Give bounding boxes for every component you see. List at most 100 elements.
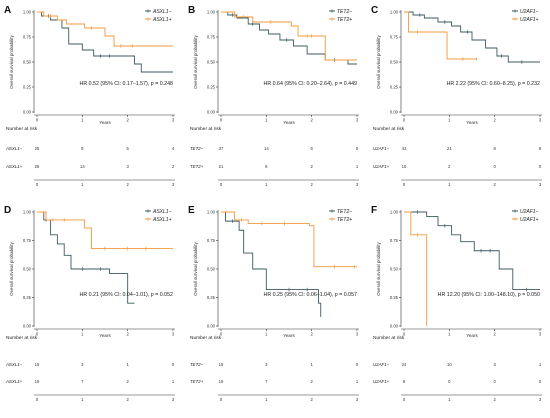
risk-x-tick-d: 3 [172,397,175,402]
x-tick-label-e: 1 [265,332,268,337]
risk-count-e-0: 15 [219,362,224,367]
x-tick-label-c: 1 [448,118,451,123]
legend-label-f-1: U2AF1+ [520,217,539,223]
risk-x-tick-e: 3 [356,397,359,402]
y-tick-label-d: 0.00 [23,324,32,329]
risk-table-title-f: Number at risk [373,335,405,341]
x-tick-label-c: 2 [493,118,496,123]
risk-row-label-a-0: ASXL1− [5,146,23,151]
x-tick-label-c: 0 [403,118,406,123]
risk-row-label-c-1: U2AF1+ [373,164,390,169]
risk-count-d-1: 7 [81,379,84,384]
risk-count-e-0: 3 [265,362,268,367]
x-tick-label-f: 0 [403,332,406,337]
x-tick-label-a: 2 [126,118,129,123]
hazard-ratio-text-f: HR 12.20 (95% CI: 1.00–148.10), p = 0.05… [438,292,540,298]
km-curve-d-1 [37,211,173,249]
x-tick-label-d: 3 [172,332,175,337]
x-tick-label-b: 3 [356,118,359,123]
x-tick-label-e: 3 [356,332,359,337]
x-tick-label-a: 0 [36,118,39,123]
x-axis-label-a: Years [99,120,111,125]
y-tick-label-f: 1.00 [390,210,399,215]
risk-x-tick-e: 1 [265,397,268,402]
risk-x-tick-b: 1 [265,182,268,187]
risk-x-tick-c: 0 [403,182,406,187]
legend-label-e-0: TET2− [337,209,352,215]
risk-count-a-0: 5 [126,146,129,151]
risk-table-title-b: Number at risk [190,126,222,132]
risk-x-tick-d: 1 [81,397,84,402]
y-tick-label-a: 0.50 [23,60,32,65]
risk-table-title-e: Number at risk [190,335,222,341]
risk-count-e-1: 1 [356,379,359,384]
panel-letter-e: E [188,205,195,216]
risk-count-f-0: 3 [493,362,496,367]
y-axis-label-c: Overall survival probability [376,34,381,88]
risk-count-c-1: 2 [448,164,451,169]
risk-x-tick-c: 1 [448,182,451,187]
km-curve-b-1 [221,11,357,61]
risk-row-label-e-1: TET2+ [190,379,204,384]
risk-count-f-0: 1 [539,362,542,367]
risk-x-tick-f: 1 [448,397,451,402]
risk-table-title-a: Number at risk [6,126,38,132]
y-tick-label-c: 0.25 [390,85,399,90]
y-tick-label-a: 1.00 [23,10,32,15]
risk-x-tick-c: 3 [539,182,542,187]
y-tick-label-c: 0.50 [390,60,399,65]
y-tick-label-c: 0.00 [390,110,399,115]
risk-count-d-0: 3 [81,362,84,367]
panel-letter-d: D [4,205,11,216]
y-tick-label-b: 1.00 [207,10,216,15]
y-tick-label-a: 0.75 [23,35,32,40]
risk-count-d-1: 1 [172,379,175,384]
risk-x-tick-f: 0 [403,397,406,402]
legend-label-d-0: ASXL1− [152,209,172,215]
y-tick-label-e: 0.25 [207,295,216,300]
x-tick-label-b: 1 [265,118,268,123]
y-axis-label-e: Overall survival probability [193,241,198,295]
legend-label-e-1: TET2+ [337,217,352,223]
x-tick-label-f: 2 [493,332,496,337]
risk-table-title-c: Number at risk [373,126,405,132]
x-tick-label-d: 2 [126,332,129,337]
risk-count-f-1: 0 [448,379,451,384]
risk-x-tick-f: 2 [493,397,496,402]
hazard-ratio-text-b: HR 0.64 (95% CI: 0.20–2.64), p = 0.449 [264,81,358,87]
risk-count-b-0: 14 [264,146,269,151]
risk-table-title-d: Number at risk [6,335,38,341]
risk-count-c-0: 43 [402,146,407,151]
risk-x-tick-b: 2 [310,182,313,187]
x-tick-label-c: 3 [539,118,542,123]
risk-count-e-1: 15 [219,379,224,384]
risk-count-b-0: 5 [356,146,359,151]
km-curve-a-1 [37,11,173,47]
legend-label-b-0: TET2− [337,9,352,15]
risk-count-e-1: 2 [310,379,313,384]
x-axis-label-e: Years [283,333,295,338]
panel-letter-c: C [371,5,378,16]
risk-count-b-0: 6 [310,146,313,151]
risk-row-label-f-1: U2AF1+ [373,379,390,384]
x-axis-label-c: Years [466,120,478,125]
risk-count-f-1: 0 [493,379,496,384]
y-tick-label-e: 0.75 [207,238,216,243]
risk-count-a-0: 4 [172,146,175,151]
risk-row-label-f-0: U2AF1− [373,362,390,367]
risk-x-tick-d: 0 [36,397,39,402]
risk-count-a-0: 25 [35,146,40,151]
risk-count-d-1: 15 [35,379,40,384]
y-tick-label-a: 0.25 [23,85,32,90]
y-tick-label-f: 0.00 [390,324,399,329]
y-tick-label-b: 0.75 [207,35,216,40]
km-curve-e-1 [221,211,357,268]
x-tick-label-f: 1 [448,332,451,337]
risk-x-tick-a: 2 [126,182,129,187]
km-curve-d-0 [37,211,135,304]
x-tick-label-e: 2 [310,332,313,337]
risk-row-label-d-0: ASXL1− [5,362,23,367]
risk-x-tick-c: 2 [493,182,496,187]
x-tick-label-a: 3 [172,118,175,123]
